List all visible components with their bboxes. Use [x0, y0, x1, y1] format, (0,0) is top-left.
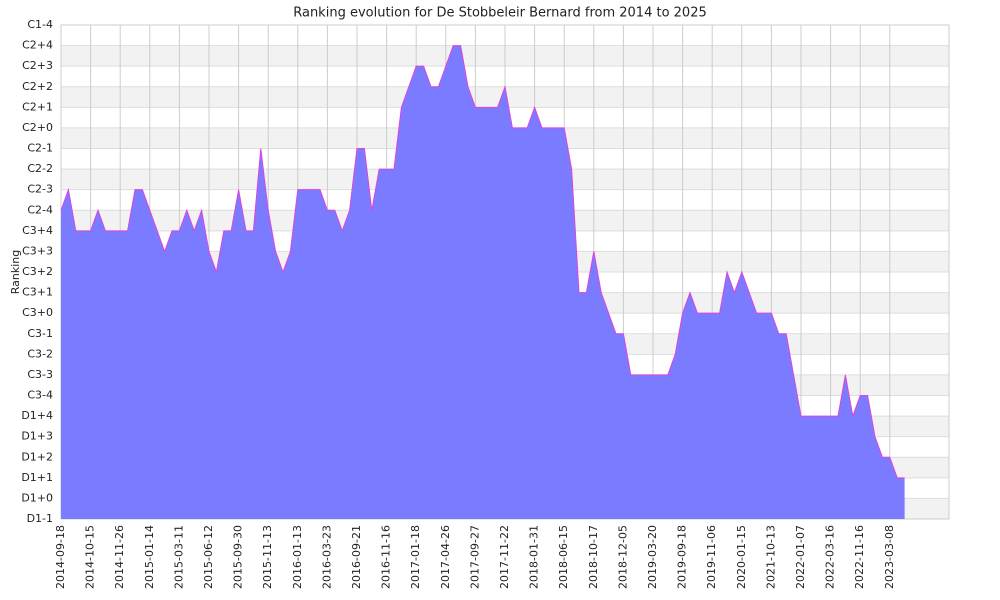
- y-tick-label: C1-4: [27, 18, 53, 31]
- x-tick-label: 2016-03-23: [320, 525, 333, 589]
- x-tick-label: 2017-11-22: [498, 525, 511, 589]
- y-tick-label: C3+0: [22, 306, 53, 319]
- y-tick-label: C2-2: [27, 162, 53, 175]
- y-tick-label: C2+2: [22, 80, 53, 93]
- x-tick-label: 2022-03-16: [824, 525, 837, 589]
- x-tick-label: 2014-09-18: [54, 525, 67, 589]
- x-tick-label: 2020-01-15: [735, 525, 748, 589]
- x-tick-label: 2015-11-13: [261, 525, 274, 589]
- y-tick-label: D1+2: [21, 450, 53, 463]
- x-tick-label: 2022-11-16: [853, 525, 866, 589]
- y-tick-label: C3+2: [22, 265, 53, 278]
- x-tick-label: 2014-10-15: [84, 525, 97, 589]
- y-tick-label: D1+0: [21, 491, 53, 504]
- x-tick-label: 2022-01-07: [794, 525, 807, 589]
- x-tick-label: 2016-11-16: [380, 525, 393, 589]
- x-tick-label: 2018-12-05: [616, 525, 629, 589]
- x-tick-label: 2015-03-11: [172, 525, 185, 589]
- y-tick-label: C2-3: [27, 183, 53, 196]
- y-tick-label: C2+4: [22, 39, 53, 52]
- y-tick-label: D1+3: [21, 430, 53, 443]
- y-axis-title: Ranking: [9, 250, 22, 295]
- x-tick-label: 2018-01-31: [528, 525, 541, 589]
- x-tick-label: 2015-06-12: [202, 525, 215, 589]
- x-tick-label: 2014-11-26: [113, 525, 126, 589]
- y-tick-label: C3+3: [22, 244, 53, 257]
- y-tick-label: C3-2: [27, 347, 53, 360]
- x-tick-label: 2018-06-15: [557, 525, 570, 589]
- x-tick-label: 2018-10-17: [587, 525, 600, 589]
- y-tick-label: C2+1: [22, 100, 53, 113]
- x-tick-label: 2021-10-13: [764, 525, 777, 589]
- x-tick-label: 2019-11-06: [705, 525, 718, 589]
- x-tick-label: 2017-01-18: [409, 525, 422, 589]
- x-tick-label: 2017-04-26: [439, 525, 452, 589]
- line: [60, 45, 905, 479]
- y-tick-label: C3-4: [27, 389, 53, 402]
- chart-title: Ranking evolution for De Stobbeleir Bern…: [293, 6, 707, 21]
- x-tick-label: 2019-03-20: [646, 525, 659, 589]
- y-tick-label: C3-3: [27, 368, 53, 381]
- x-tick-label: 2019-09-18: [676, 525, 689, 589]
- x-tick-label: 2015-01-14: [143, 525, 156, 589]
- x-tick-label: 2016-09-21: [350, 525, 363, 589]
- y-tick-label: D1+1: [21, 471, 53, 484]
- y-tick-label: C3-1: [27, 327, 53, 340]
- x-tick-label: 2015-09-30: [232, 525, 245, 589]
- y-tick-label: D1+4: [21, 409, 53, 422]
- x-tick-label: 2016-01-13: [291, 525, 304, 589]
- y-tick-label: D1-1: [27, 512, 53, 525]
- y-tick-label: C2-1: [27, 142, 53, 155]
- x-tick-label: 2023-03-08: [883, 525, 896, 589]
- y-tick-label: C2-4: [27, 203, 53, 216]
- y-tick-label: C2+0: [22, 121, 53, 134]
- area: [61, 45, 905, 519]
- x-tick-label: 2017-09-27: [468, 525, 481, 589]
- y-tick-label: C2+3: [22, 59, 53, 72]
- y-tick-label: C3+1: [22, 286, 53, 299]
- y-tick-label: C3+4: [22, 224, 53, 237]
